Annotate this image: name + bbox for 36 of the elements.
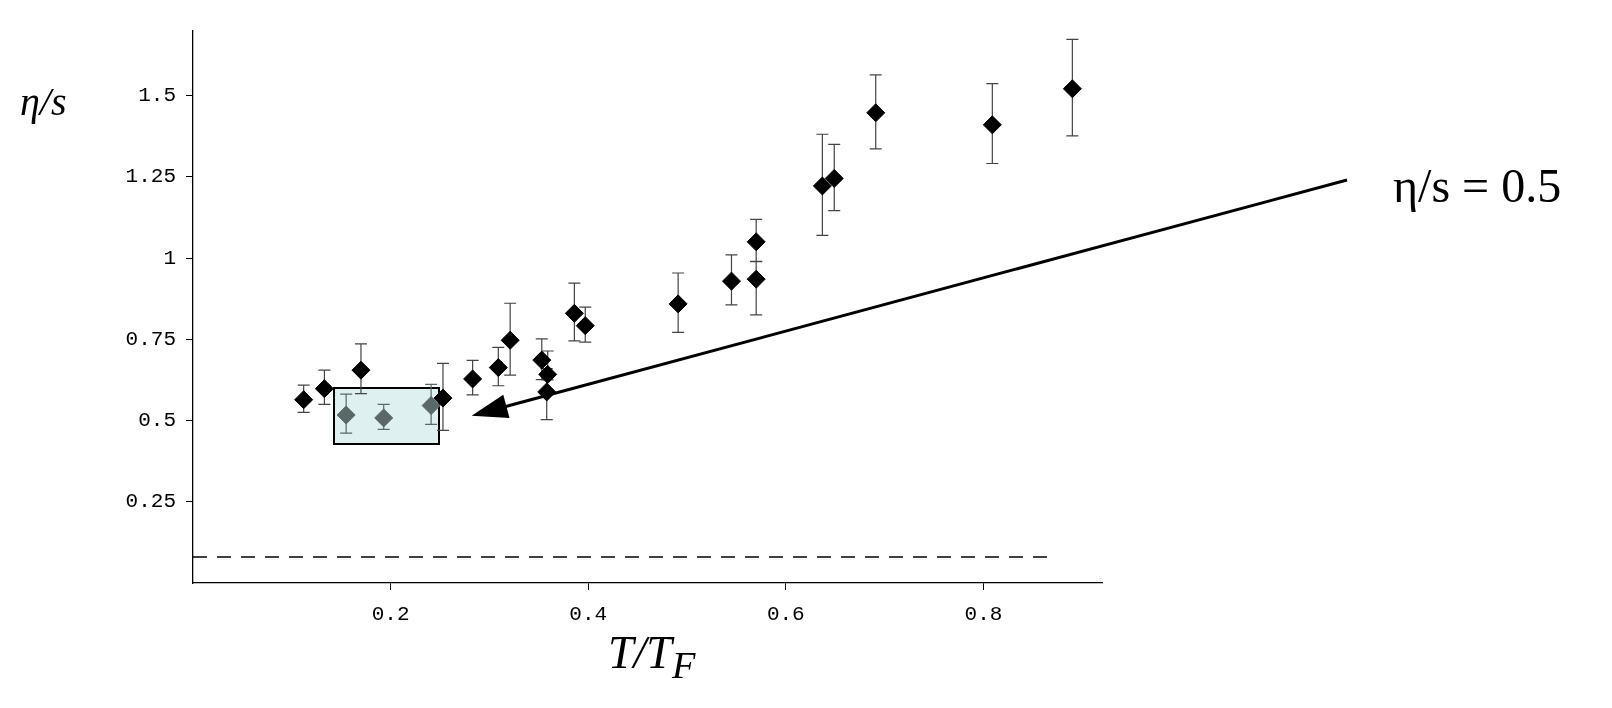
y-tick-label: 1.5	[138, 84, 176, 108]
point	[463, 369, 483, 389]
y-tick-label: 1.25	[125, 165, 176, 189]
y-tick-label: 1	[163, 246, 176, 270]
x-tick-label: 0.2	[371, 603, 410, 627]
point	[746, 269, 766, 289]
point	[866, 103, 886, 123]
point	[564, 303, 584, 323]
point	[746, 232, 766, 252]
point	[721, 271, 741, 291]
text: η/s = 0.5	[1393, 158, 1562, 213]
point	[982, 115, 1002, 135]
x-axis-title: T/T$_{F}$	[608, 626, 696, 688]
point	[1062, 79, 1082, 99]
y-tick-label: 0.5	[138, 409, 176, 433]
point	[532, 350, 552, 370]
point	[824, 168, 844, 188]
point	[538, 364, 558, 384]
point	[314, 379, 334, 399]
point	[668, 294, 688, 314]
y-tick-label: 0.75	[125, 327, 176, 351]
y-tick-label: 0.25	[125, 490, 176, 514]
point	[488, 358, 508, 378]
point	[500, 330, 520, 350]
point	[421, 396, 441, 416]
x-tick-label: 0.6	[766, 603, 805, 627]
x-tick-label: 0.8	[964, 603, 1003, 627]
point	[351, 360, 371, 380]
point	[294, 390, 314, 410]
point	[374, 408, 394, 428]
x-tick-label: 0.4	[569, 603, 608, 627]
point	[433, 388, 453, 408]
y-axis-title: η/s	[20, 78, 67, 125]
point	[812, 176, 832, 196]
point	[575, 316, 595, 336]
point	[336, 405, 356, 425]
